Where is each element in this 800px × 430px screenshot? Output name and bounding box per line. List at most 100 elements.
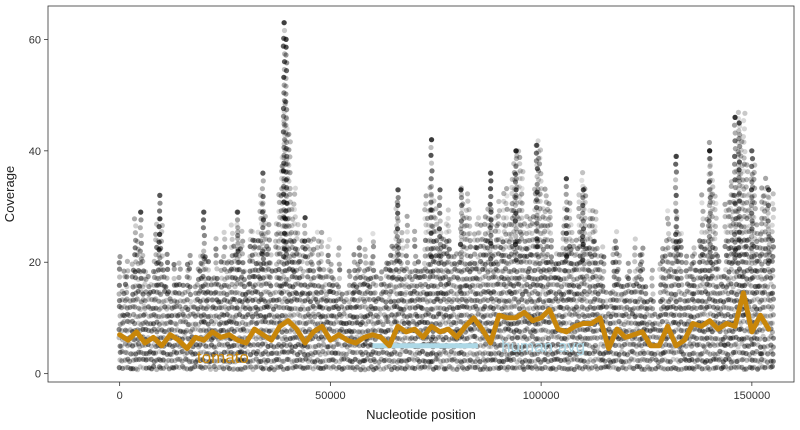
- coverage-point: [325, 244, 331, 250]
- coverage-point: [167, 351, 173, 357]
- peak-point: [137, 225, 143, 231]
- peak-point: [428, 183, 434, 190]
- peak-point: [707, 163, 713, 169]
- coverage-point: [165, 289, 172, 295]
- coverage-point: [155, 282, 161, 288]
- coverage-point: [205, 321, 211, 327]
- coverage-point: [180, 329, 186, 335]
- y-tick-label: 20: [29, 257, 41, 269]
- coverage-point: [600, 283, 606, 289]
- peak-point: [749, 257, 755, 263]
- coverage-point: [249, 229, 256, 235]
- coverage-point: [129, 261, 135, 267]
- coverage-point: [346, 268, 352, 274]
- coverage-point: [156, 224, 162, 230]
- coverage-point: [205, 282, 211, 288]
- peak-point: [513, 210, 519, 216]
- coverage-point: [691, 251, 698, 257]
- coverage-point: [206, 364, 212, 370]
- coverage-point: [173, 350, 180, 356]
- coverage-point: [218, 284, 225, 290]
- peak-point: [437, 234, 443, 240]
- coverage-point: [222, 244, 228, 250]
- peak-point: [157, 255, 163, 261]
- peak-point: [283, 208, 289, 214]
- coverage-point: [148, 356, 154, 362]
- coverage-point: [476, 230, 482, 236]
- coverage-point: [123, 365, 129, 371]
- coverage-point: [625, 275, 632, 282]
- coverage-point: [169, 313, 175, 319]
- coverage-point: [770, 344, 776, 350]
- coverage-point: [117, 254, 123, 260]
- coverage-point: [180, 319, 186, 325]
- coverage-point: [119, 328, 125, 334]
- peak-point: [673, 161, 679, 167]
- coverage-point: [161, 350, 167, 356]
- coverage-point: [145, 321, 151, 327]
- coverage-point: [181, 365, 187, 371]
- coverage-point: [224, 291, 230, 298]
- peak-point: [706, 179, 712, 185]
- coverage-point: [357, 237, 363, 243]
- peak-point: [457, 241, 464, 247]
- coverage-point: [205, 304, 211, 310]
- coverage-point: [132, 252, 138, 258]
- coverage-point: [199, 261, 205, 267]
- peak-point: [201, 240, 207, 246]
- coverage-point: [666, 231, 672, 237]
- peak-point: [283, 161, 289, 167]
- coverage-point: [137, 306, 143, 312]
- coverage-point: [146, 284, 152, 290]
- coverage-point: [149, 366, 155, 372]
- coverage-point: [403, 253, 409, 259]
- coverage-point: [124, 284, 130, 290]
- peak-point: [234, 217, 241, 223]
- peak-point: [736, 136, 742, 142]
- coverage-point: [217, 321, 223, 327]
- peak-point: [429, 168, 435, 174]
- coverage-point: [120, 320, 126, 326]
- coverage-point: [268, 252, 274, 258]
- coverage-point: [124, 350, 130, 356]
- peak-point: [394, 249, 400, 255]
- peak-point: [534, 189, 540, 195]
- coverage-point: [142, 305, 148, 311]
- coverage-point: [351, 252, 357, 258]
- coverage-point: [699, 222, 706, 228]
- peak-point: [563, 238, 569, 244]
- peak-point: [428, 215, 434, 221]
- peak-point: [395, 218, 401, 224]
- coverage-point: [741, 118, 747, 124]
- coverage-point: [143, 326, 149, 333]
- peak-point: [235, 240, 241, 246]
- coverage-point: [140, 258, 146, 264]
- coverage-point: [373, 282, 379, 288]
- coverage-point: [213, 289, 219, 295]
- peak-point: [428, 137, 435, 143]
- peak-point: [749, 241, 755, 247]
- coverage-point: [156, 349, 162, 355]
- coverage-point: [121, 313, 127, 319]
- coverage-point: [184, 327, 190, 333]
- coverage-point: [445, 223, 451, 229]
- coverage-point: [156, 275, 162, 282]
- peak-point: [731, 192, 738, 198]
- coverage-point: [227, 268, 233, 274]
- coverage-point: [148, 343, 155, 349]
- coverage-point: [601, 254, 607, 260]
- coverage-point: [182, 351, 188, 357]
- coverage-point: [198, 304, 204, 310]
- coverage-point: [130, 291, 136, 297]
- coverage-point: [678, 268, 684, 274]
- coverage-point: [211, 281, 218, 287]
- peak-point: [706, 234, 713, 240]
- peak-point: [157, 200, 163, 206]
- coverage-point: [196, 327, 202, 333]
- peak-point: [513, 195, 519, 201]
- coverage-point: [228, 319, 234, 325]
- coverage-point: [172, 328, 178, 334]
- peak-point: [534, 166, 541, 172]
- coverage-point: [176, 260, 182, 266]
- coverage-point: [187, 252, 193, 259]
